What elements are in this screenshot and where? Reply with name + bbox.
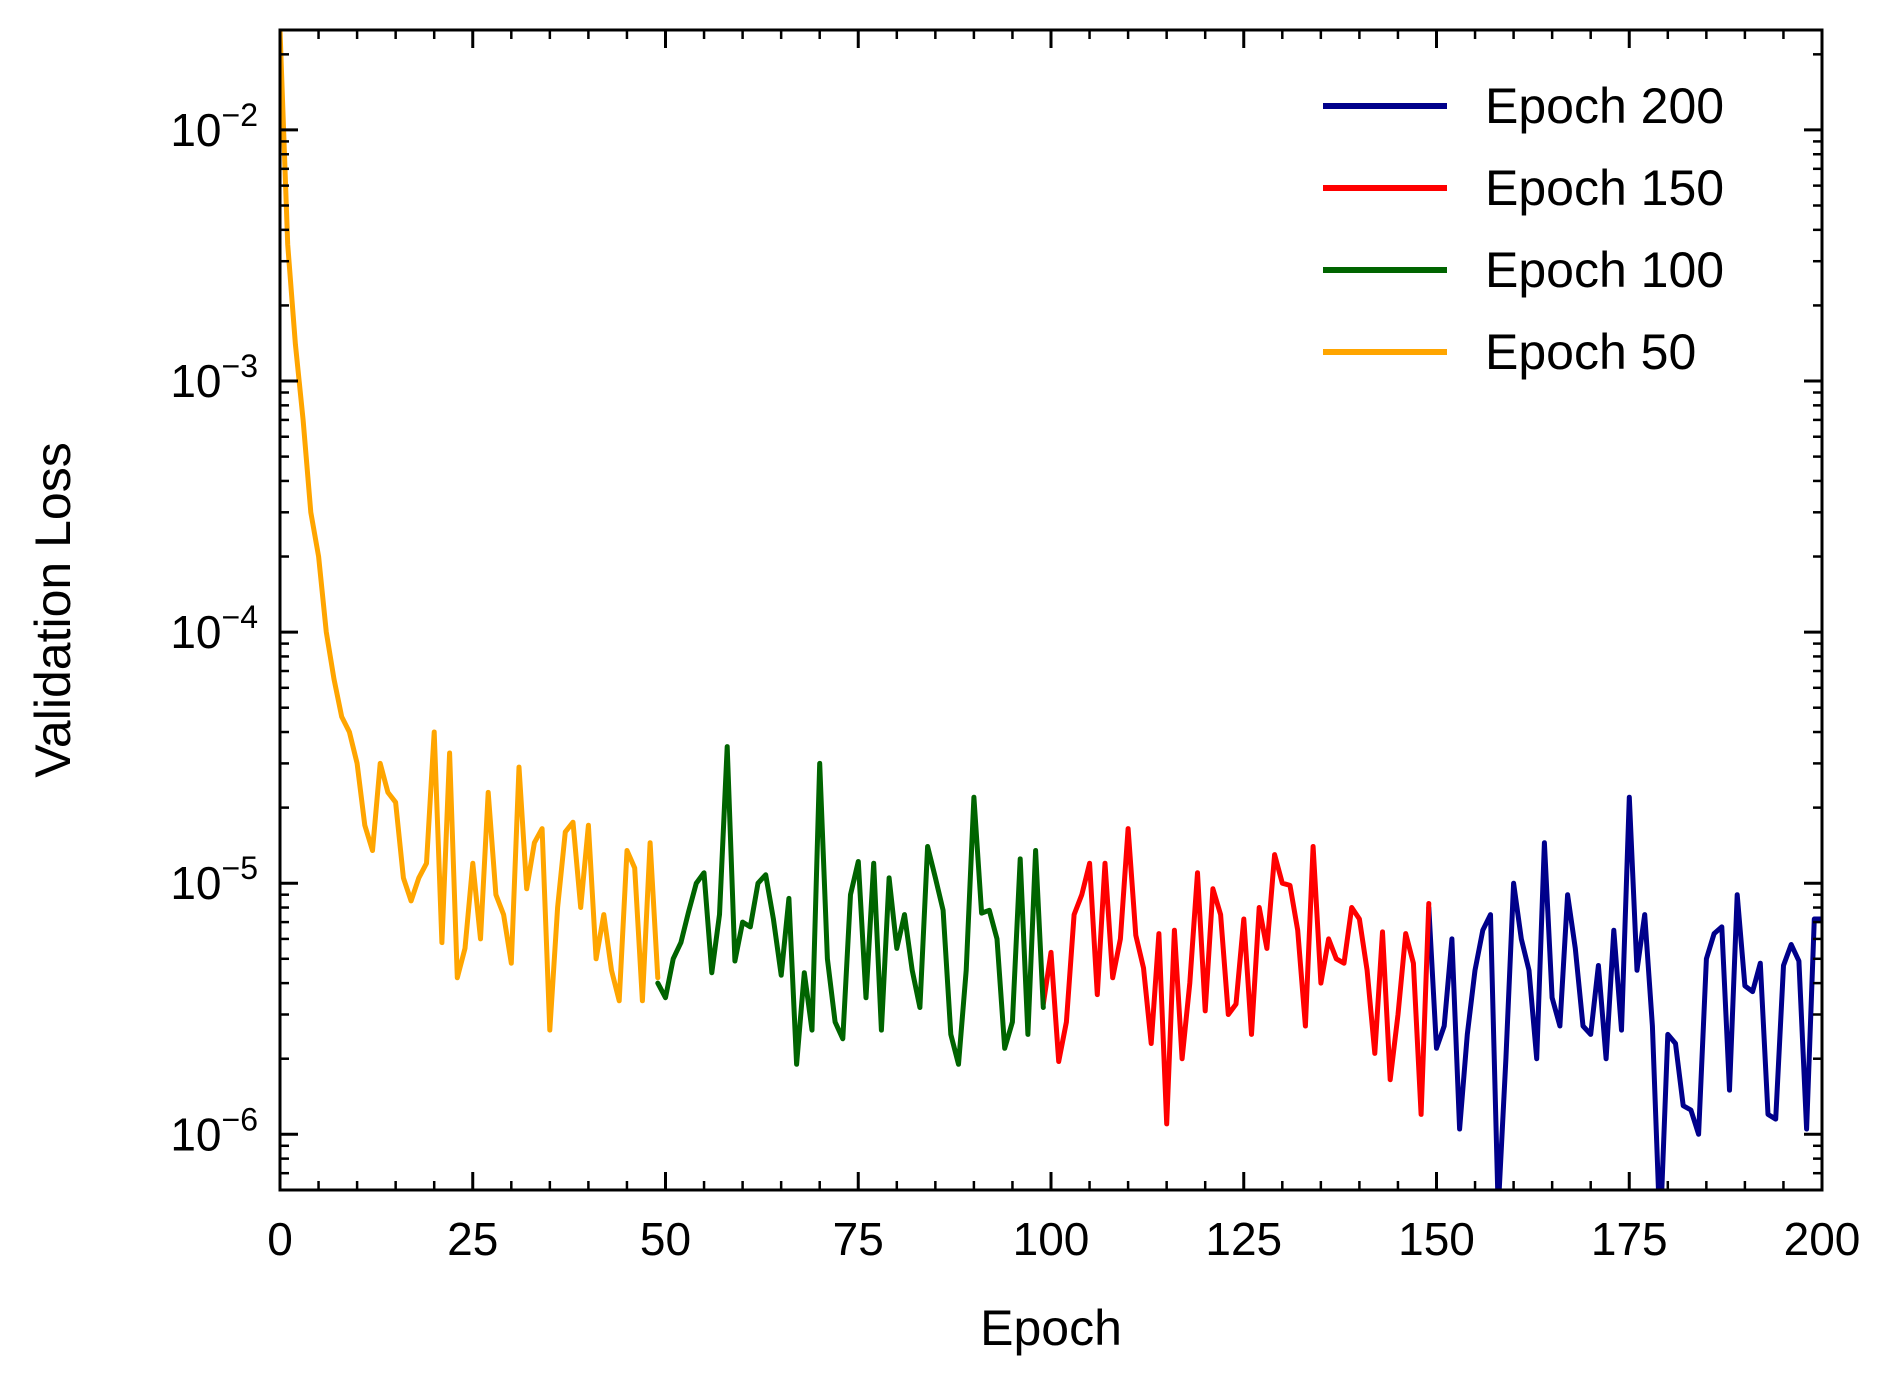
y-tick-label: 10−5 [170,850,258,909]
legend-label: Epoch 100 [1485,242,1724,298]
y-tick-label-exponent: −5 [222,850,258,886]
series-layer [280,30,1822,1190]
plot-frame [278,28,1824,1192]
y-tick-label-exponent: −6 [222,1101,258,1137]
x-tick-label: 50 [640,1213,691,1265]
y-tick-label-exponent: −2 [222,97,258,133]
y-axis-label: Validation Loss [25,442,81,777]
y-tick-label-exponent: −3 [222,348,258,384]
x-tick-label: 175 [1591,1213,1668,1265]
legend: Epoch 200 Epoch 150 Epoch 100 Epoch 50 [1323,78,1724,380]
y-tick-labels: 10−610−510−410−310−2 [170,97,258,1160]
y-tick-label: 10−6 [170,1101,258,1160]
x-tick-label: 150 [1398,1213,1475,1265]
y-tick-label-base: 10 [170,1108,221,1160]
y-tick-label: 10−4 [170,599,258,658]
y-tick-label-exponent: −4 [222,599,258,635]
y-tick-label: 10−3 [170,348,258,407]
y-tick-label-base: 10 [170,104,221,156]
x-tick-labels: 0 25 50 75 100 125 150 175 200 [267,1213,1860,1265]
x-tick-label: 200 [1784,1213,1861,1265]
legend-label: Epoch 200 [1485,78,1724,134]
x-tick-label: 0 [267,1213,293,1265]
series-line-epoch-50 [280,30,661,1033]
series-line-epoch-150 [1040,826,1432,1127]
x-tick-label: 125 [1205,1213,1282,1265]
series-line-epoch-100 [655,744,1046,1067]
y-tick-label: 10−2 [170,97,258,156]
x-tick-label: 100 [1013,1213,1090,1265]
x-axis-label: Epoch [980,1300,1122,1356]
x-tick-label: 25 [447,1213,498,1265]
y-tick-label-base: 10 [170,606,221,658]
y-tick-label-base: 10 [170,857,221,909]
x-tick-label: 75 [833,1213,884,1265]
legend-label: Epoch 150 [1485,160,1724,216]
series-line-epoch-200 [1426,794,1822,1190]
y-tick-label-base: 10 [170,355,221,407]
legend-label: Epoch 50 [1485,324,1696,380]
